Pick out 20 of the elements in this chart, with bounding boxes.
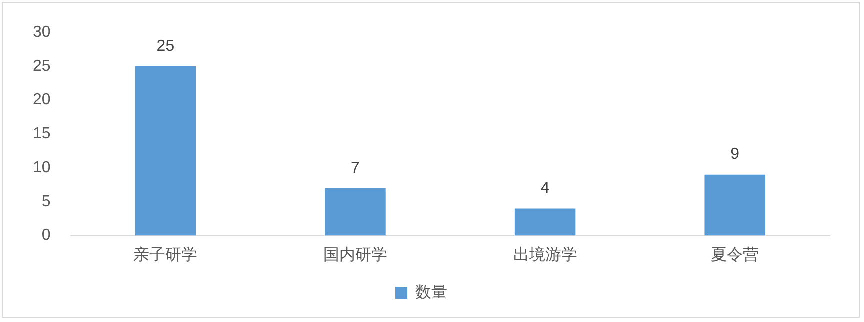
bar — [135, 66, 196, 236]
y-tick-label: 15 — [33, 126, 51, 143]
data-label: 25 — [156, 38, 175, 55]
x-tick-label: 亲子研学 — [134, 246, 198, 264]
legend-label: 数量 — [416, 284, 448, 302]
y-tick-label: 30 — [33, 24, 51, 42]
data-label: 7 — [351, 160, 360, 177]
y-tick-label: 25 — [33, 58, 51, 75]
bar — [514, 208, 576, 236]
y-tick-label: 20 — [33, 92, 51, 109]
x-tick-label: 出境游学 — [513, 246, 578, 264]
y-tick-label: 5 — [42, 193, 51, 210]
bar — [704, 174, 766, 236]
data-label: 9 — [730, 146, 740, 164]
x-tick-label: 国内研学 — [324, 246, 388, 264]
data-label: 4 — [540, 180, 550, 198]
y-tick-label: 0 — [42, 227, 51, 244]
bar — [325, 188, 386, 236]
y-tick-label: 10 — [33, 159, 51, 176]
x-tick-label: 夏令营 — [711, 246, 760, 264]
